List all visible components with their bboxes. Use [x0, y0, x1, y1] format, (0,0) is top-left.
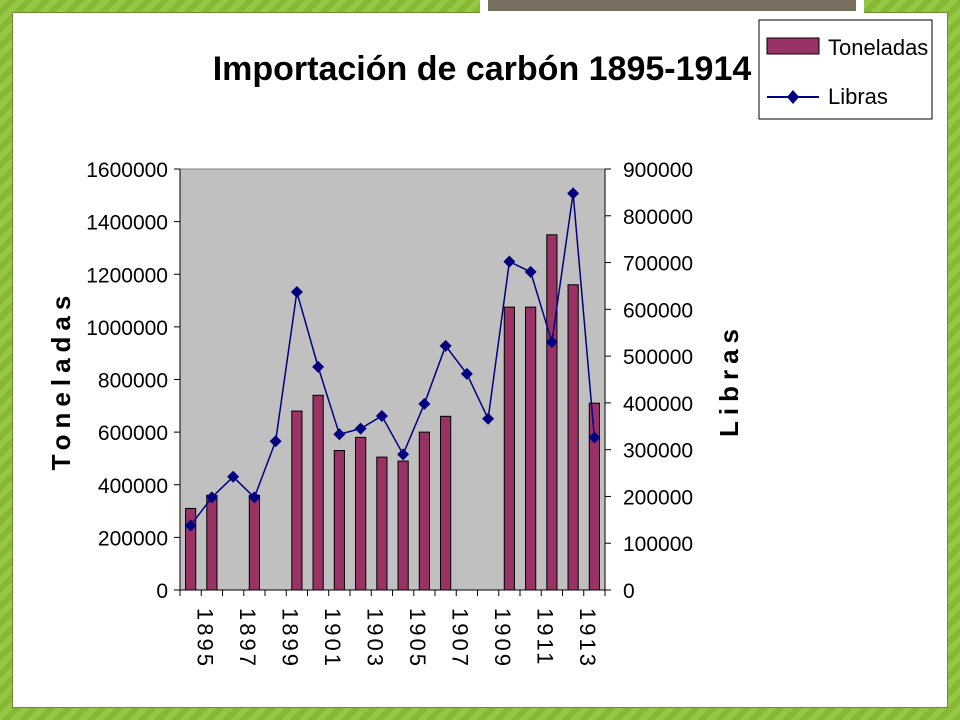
left-tick-label: 200000	[98, 527, 168, 550]
bar-1901	[312, 394, 324, 591]
bar-1898	[248, 494, 260, 591]
bar-1905	[397, 460, 409, 591]
x-axis-ticks: 1895 1897 1899 1901 1903 1905 1907 1909 1911 1913	[179, 590, 606, 669]
line-series	[184, 187, 601, 532]
left-tick-label: 800000	[98, 370, 168, 393]
bar-1900	[291, 410, 303, 591]
point-libras-1905	[397, 448, 410, 461]
point-libras-1912	[545, 336, 558, 349]
right-tick-label: 900000	[623, 159, 693, 182]
legend-swatch-toneladas	[766, 37, 820, 55]
x-tick-label: 1907	[448, 608, 473, 669]
right-tick-label: 500000	[623, 346, 693, 369]
x-tick-label: 1911	[533, 608, 558, 667]
chart-title: Importación de carbón 1895-1914	[213, 50, 752, 88]
bar-1913	[567, 284, 579, 591]
point-libras-1903	[354, 422, 367, 435]
right-tick-label: 700000	[623, 253, 693, 276]
left-tick-label: 400000	[98, 475, 168, 498]
left-tick-label: 1000000	[86, 317, 168, 340]
right-axis-ticks: 0 100000 200000 300000 400000 500000 600000 700…	[605, 159, 693, 603]
bar-1902	[333, 450, 345, 591]
point-libras-1904	[375, 409, 388, 422]
left-axis-ticks: 0 200000 400000 600000 800000 1000000 1200000 1…	[86, 159, 180, 603]
x-tick-label: 1895	[193, 608, 218, 669]
left-tick-label: 1600000	[86, 159, 168, 182]
right-tick-label: 200000	[623, 486, 693, 509]
point-libras-1901	[312, 360, 325, 373]
point-libras-1895	[184, 519, 197, 532]
bar-1911	[525, 306, 537, 591]
right-tick-label: 400000	[623, 393, 693, 416]
right-tick-label: 100000	[623, 533, 693, 556]
x-tick-label: 1897	[235, 608, 260, 669]
bar-1912	[546, 234, 558, 591]
left-tick-label: 0	[156, 580, 168, 603]
point-libras-1913	[567, 187, 580, 200]
x-tick-label: 1913	[575, 608, 600, 669]
bar-1903	[355, 436, 367, 591]
right-tick-label: 600000	[623, 299, 693, 322]
x-tick-label: 1905	[405, 608, 430, 669]
point-libras-1897	[227, 470, 240, 483]
point-libras-1899	[269, 435, 282, 448]
plot-area	[179, 168, 606, 591]
point-libras-1902	[333, 428, 346, 441]
point-libras-1898	[248, 491, 261, 504]
right-tick-label: 300000	[623, 440, 693, 463]
bar-1896	[206, 494, 218, 591]
point-libras-1914	[588, 431, 601, 444]
bar-1910	[503, 306, 515, 591]
point-libras-1906	[418, 397, 431, 410]
point-libras-1896	[205, 491, 218, 504]
x-tick-label: 1909	[490, 608, 515, 669]
top-tab-bar	[488, 0, 856, 11]
point-libras-1909	[482, 412, 495, 425]
right-tick-label: 800000	[623, 206, 693, 229]
left-tick-label: 1400000	[86, 212, 168, 235]
legend-label-libras: Libras	[828, 84, 888, 109]
right-tick-label: 0	[623, 580, 635, 603]
y-axis-label-left: Toneladas	[46, 290, 76, 471]
x-tick-label: 1901	[320, 608, 345, 669]
point-libras-1908	[460, 367, 473, 380]
bar-1907	[440, 415, 452, 591]
bar-1904	[376, 456, 388, 591]
point-libras-1900	[290, 286, 303, 299]
left-tick-label: 1200000	[86, 264, 168, 287]
legend-marker-libras	[787, 90, 799, 104]
x-tick-label: 1903	[363, 608, 388, 669]
legend-box	[758, 19, 933, 120]
point-libras-1911	[524, 265, 537, 278]
point-libras-1907	[439, 339, 452, 352]
legend: Toneladas Libras	[758, 19, 933, 120]
left-tick-label: 600000	[98, 422, 168, 445]
y-axis-label-right: Libras	[714, 323, 744, 437]
point-libras-1910	[503, 255, 516, 268]
bar-1906	[418, 431, 430, 591]
legend-label-toneladas: Toneladas	[828, 35, 928, 60]
x-tick-label: 1899	[278, 608, 303, 669]
